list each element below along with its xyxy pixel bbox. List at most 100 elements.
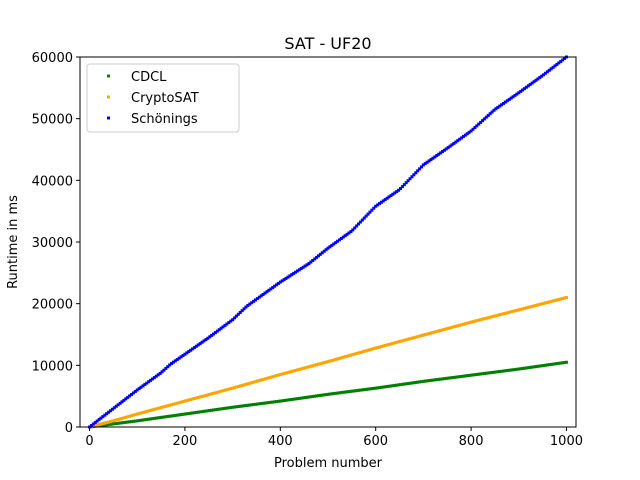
data-point	[126, 420, 130, 424]
data-point	[345, 390, 349, 394]
data-point	[330, 392, 334, 396]
data-point	[143, 418, 147, 422]
y-tick-label: 0	[65, 421, 73, 436]
data-point	[244, 404, 248, 408]
data-point	[173, 413, 177, 417]
data-point	[336, 391, 340, 395]
data-point	[343, 234, 347, 238]
data-point	[353, 389, 357, 393]
data-point	[461, 135, 465, 139]
data-point	[276, 399, 280, 403]
data-point	[538, 302, 542, 306]
data-point	[400, 339, 404, 343]
data-point	[381, 385, 385, 389]
data-point	[332, 358, 336, 362]
data-point	[528, 305, 532, 309]
data-point	[267, 376, 271, 380]
data-point	[456, 375, 460, 379]
data-point	[379, 345, 383, 349]
data-point	[467, 373, 471, 377]
data-point	[109, 422, 113, 426]
data-point	[406, 179, 410, 183]
data-point	[311, 364, 315, 368]
data-point	[328, 359, 332, 363]
data-point	[538, 76, 542, 80]
data-point	[265, 290, 269, 294]
data-point	[393, 191, 397, 195]
data-point	[192, 411, 196, 415]
data-point	[343, 355, 347, 359]
data-point	[254, 380, 258, 384]
data-point	[320, 251, 324, 255]
legend-marker	[107, 116, 110, 120]
data-point	[454, 324, 458, 328]
data-point	[490, 110, 494, 114]
data-point	[217, 390, 221, 394]
data-point	[563, 361, 567, 365]
data-point	[242, 383, 246, 387]
data-point	[481, 317, 485, 321]
data-point	[156, 406, 160, 410]
data-point	[307, 365, 311, 369]
data-point	[152, 376, 156, 380]
data-point	[416, 335, 420, 339]
data-point	[336, 239, 340, 243]
data-point	[419, 165, 423, 169]
data-point	[458, 137, 462, 141]
data-point	[410, 336, 414, 340]
data-point	[389, 342, 393, 346]
data-point	[315, 255, 319, 259]
data-point	[366, 387, 370, 391]
data-point	[318, 393, 322, 397]
data-point	[137, 412, 141, 416]
data-point	[213, 408, 217, 412]
data-point	[479, 372, 483, 376]
data-point	[135, 412, 139, 416]
data-point	[196, 410, 200, 414]
data-point	[294, 368, 298, 372]
data-point	[366, 348, 370, 352]
data-point	[101, 422, 105, 426]
data-point	[484, 371, 488, 375]
data-point	[130, 420, 134, 424]
data-point	[484, 316, 488, 320]
data-point	[467, 321, 471, 325]
data-point	[122, 398, 126, 402]
data-point	[477, 318, 481, 322]
data-point	[152, 407, 156, 411]
data-point	[446, 326, 450, 330]
data-point	[290, 369, 294, 373]
data-point	[179, 355, 183, 359]
data-point	[259, 402, 263, 406]
data-point	[162, 415, 166, 419]
data-point	[313, 394, 317, 398]
data-point	[419, 334, 423, 338]
data-point	[461, 374, 465, 378]
data-point	[488, 371, 492, 375]
data-point	[542, 364, 546, 368]
x-tick-label: 0	[85, 434, 93, 449]
data-point	[150, 417, 154, 421]
data-point	[374, 204, 378, 208]
data-point	[231, 386, 235, 390]
data-point	[368, 210, 372, 214]
data-point	[545, 300, 549, 304]
data-point	[311, 259, 315, 262]
data-point	[194, 410, 198, 414]
data-point	[124, 415, 128, 419]
plot-area	[88, 55, 568, 429]
data-point	[471, 127, 475, 131]
data-point	[189, 398, 193, 402]
data-point	[393, 341, 397, 345]
data-point	[179, 400, 183, 404]
data-point	[370, 208, 374, 212]
data-point	[290, 397, 294, 401]
data-point	[334, 241, 338, 245]
data-point	[204, 409, 208, 413]
data-point	[332, 242, 336, 246]
data-point	[429, 331, 433, 335]
data-point	[316, 362, 320, 366]
data-point	[259, 378, 263, 382]
data-point	[366, 212, 370, 216]
data-point	[355, 224, 359, 228]
